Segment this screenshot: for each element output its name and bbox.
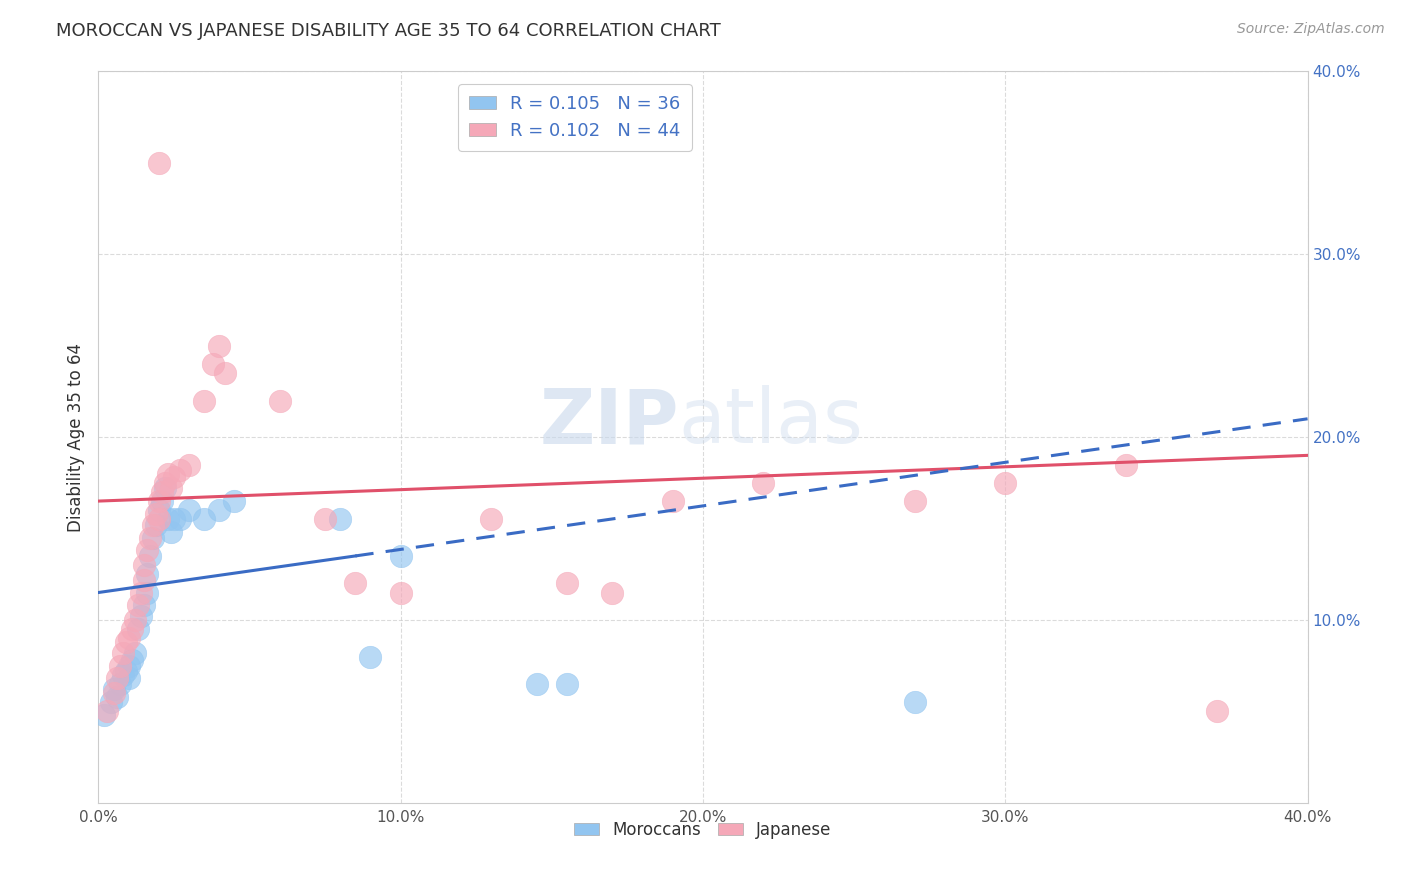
Point	[555, 677, 578, 691]
Point	[132, 573, 155, 587]
Point	[139, 549, 162, 563]
Text: MOROCCAN VS JAPANESE DISABILITY AGE 35 TO 64 CORRELATION CHART: MOROCCAN VS JAPANESE DISABILITY AGE 35 T…	[56, 22, 721, 40]
Point	[153, 481, 176, 495]
Point	[118, 658, 141, 673]
Legend: Moroccans, Japanese: Moroccans, Japanese	[568, 814, 838, 846]
Point	[105, 672, 128, 686]
Point	[145, 507, 167, 521]
Point	[526, 677, 548, 691]
Point	[96, 705, 118, 719]
Point	[160, 481, 183, 495]
Point	[163, 470, 186, 484]
Point	[135, 567, 157, 582]
Point	[153, 475, 176, 490]
Point	[160, 525, 183, 540]
Point	[121, 622, 143, 636]
Point	[360, 649, 382, 664]
Point	[156, 512, 179, 526]
Point	[661, 494, 683, 508]
Point	[132, 599, 155, 613]
Point	[118, 672, 141, 686]
Point	[389, 549, 412, 563]
Point	[193, 393, 215, 408]
Point	[142, 531, 165, 545]
Point	[150, 485, 173, 500]
Point	[93, 708, 115, 723]
Point	[389, 585, 412, 599]
Point	[145, 517, 167, 532]
Point	[148, 494, 170, 508]
Point	[994, 475, 1017, 490]
Point	[193, 512, 215, 526]
Point	[124, 613, 146, 627]
Point	[108, 658, 131, 673]
Point	[108, 677, 131, 691]
Point	[124, 646, 146, 660]
Point	[127, 599, 149, 613]
Point	[208, 503, 231, 517]
Point	[269, 393, 291, 408]
Point	[1206, 705, 1229, 719]
Point	[129, 585, 152, 599]
Point	[481, 512, 503, 526]
Point	[148, 156, 170, 170]
Point	[214, 366, 236, 380]
Point	[111, 646, 134, 660]
Y-axis label: Disability Age 35 to 64: Disability Age 35 to 64	[66, 343, 84, 532]
Point	[105, 690, 128, 704]
Point	[135, 585, 157, 599]
Point	[148, 503, 170, 517]
Point	[179, 503, 201, 517]
Point	[100, 695, 122, 709]
Text: Source: ZipAtlas.com: Source: ZipAtlas.com	[1237, 22, 1385, 37]
Point	[179, 458, 201, 472]
Point	[555, 576, 578, 591]
Point	[202, 357, 225, 371]
Point	[752, 475, 775, 490]
Point	[111, 667, 134, 681]
Text: ZIP: ZIP	[540, 385, 679, 459]
Point	[208, 338, 231, 352]
Text: atlas: atlas	[679, 385, 863, 459]
Point	[121, 653, 143, 667]
Point	[329, 512, 352, 526]
Point	[314, 512, 336, 526]
Point	[344, 576, 367, 591]
Point	[1115, 458, 1137, 472]
Point	[103, 686, 125, 700]
Point	[169, 463, 191, 477]
Point	[224, 494, 246, 508]
Point	[148, 512, 170, 526]
Point	[127, 622, 149, 636]
Point	[150, 494, 173, 508]
Point	[129, 609, 152, 624]
Point	[156, 467, 179, 481]
Point	[135, 543, 157, 558]
Point	[103, 682, 125, 697]
Point	[904, 695, 927, 709]
Point	[602, 585, 624, 599]
Point	[132, 558, 155, 573]
Point	[163, 512, 186, 526]
Point	[118, 632, 141, 646]
Point	[114, 635, 136, 649]
Point	[142, 517, 165, 532]
Point	[169, 512, 191, 526]
Point	[904, 494, 927, 508]
Point	[114, 664, 136, 678]
Point	[139, 531, 162, 545]
